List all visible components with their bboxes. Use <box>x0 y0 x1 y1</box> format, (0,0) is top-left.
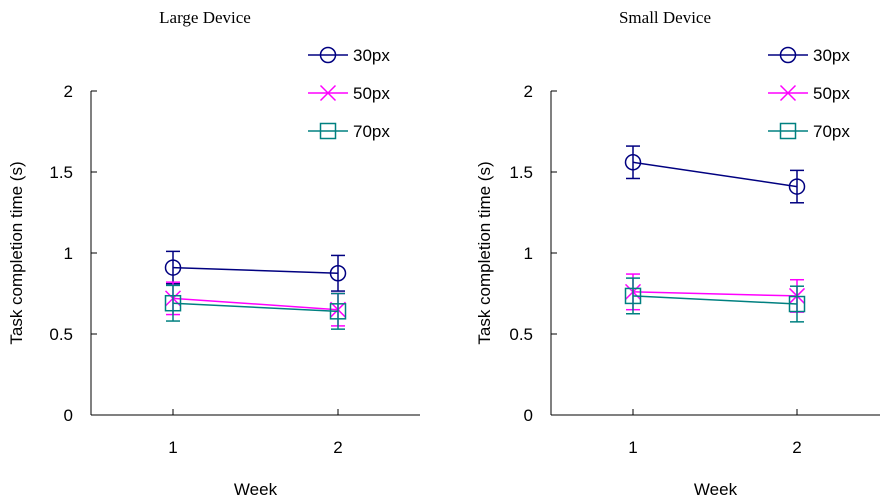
legend-label: 70px <box>353 122 390 141</box>
legend-entry-30px: 30px <box>308 46 390 65</box>
y-tick-label: 2 <box>64 82 73 101</box>
series-line <box>172 266 339 274</box>
legend-entry-50px: 50px <box>768 84 850 103</box>
legend-entry-70px: 70px <box>308 122 390 141</box>
series-50px <box>624 273 806 313</box>
y-tick-label: 1 <box>64 244 73 263</box>
y-tick-label: 1.5 <box>49 163 73 182</box>
x-tick-label: 2 <box>792 438 801 457</box>
data-point <box>624 154 642 171</box>
legend-marker <box>319 46 337 64</box>
data-point <box>164 259 182 276</box>
y-tick-label: 0 <box>64 406 73 425</box>
legend-label: 30px <box>813 46 850 65</box>
y-tick-label: 1.5 <box>509 163 533 182</box>
data-point <box>329 303 347 320</box>
legend-marker <box>319 122 337 140</box>
series-line <box>172 297 339 311</box>
data-point <box>329 265 347 282</box>
legend-label: 30px <box>353 46 390 65</box>
y-axis-label: Task completion time (s) <box>475 161 494 344</box>
x-axis-label: Week <box>694 480 738 499</box>
legend-marker <box>779 122 797 140</box>
chart-panel-1: Large Device 0 0.5 1 1.5 2 1 2 Week Task completi… <box>7 8 420 499</box>
legend-label: 70px <box>813 122 850 141</box>
data-point <box>788 295 806 313</box>
legend-entry-30px: 30px <box>768 46 850 65</box>
legend-entry-70px: 70px <box>768 122 850 141</box>
data-point <box>624 287 642 305</box>
legend-marker <box>779 46 797 64</box>
y-tick-label: 1 <box>524 244 533 263</box>
data-point <box>164 294 182 312</box>
x-axis-label: Week <box>234 480 278 499</box>
x-tick-label: 1 <box>168 438 177 457</box>
series-30px <box>164 250 347 292</box>
chart-title: Large Device <box>159 8 251 27</box>
series-line <box>172 302 339 313</box>
y-axis-label: Task completion time (s) <box>7 161 26 344</box>
data-point <box>788 178 806 195</box>
series-30px <box>624 145 806 204</box>
series-line <box>632 291 798 297</box>
series-70px <box>624 277 806 323</box>
legend-marker <box>779 84 797 102</box>
x-tick-label: 1 <box>628 438 637 457</box>
chart-panel-2: Small Device 0 0.5 1 1.5 2 1 2 Week Task completi… <box>475 8 880 499</box>
series-70px <box>164 284 347 330</box>
series-line <box>632 161 798 188</box>
y-tick-label: 0 <box>524 406 533 425</box>
series-line <box>632 295 798 305</box>
y-tick-label: 0.5 <box>509 325 533 344</box>
legend-entry-50px: 50px <box>308 84 390 103</box>
legend-label: 50px <box>353 84 390 103</box>
y-tick-label: 2 <box>524 82 533 101</box>
chart-title: Small Device <box>619 8 711 27</box>
x-tick-label: 2 <box>333 438 342 457</box>
legend-marker <box>319 84 337 102</box>
y-tick-label: 0.5 <box>49 325 73 344</box>
legend-label: 50px <box>813 84 850 103</box>
